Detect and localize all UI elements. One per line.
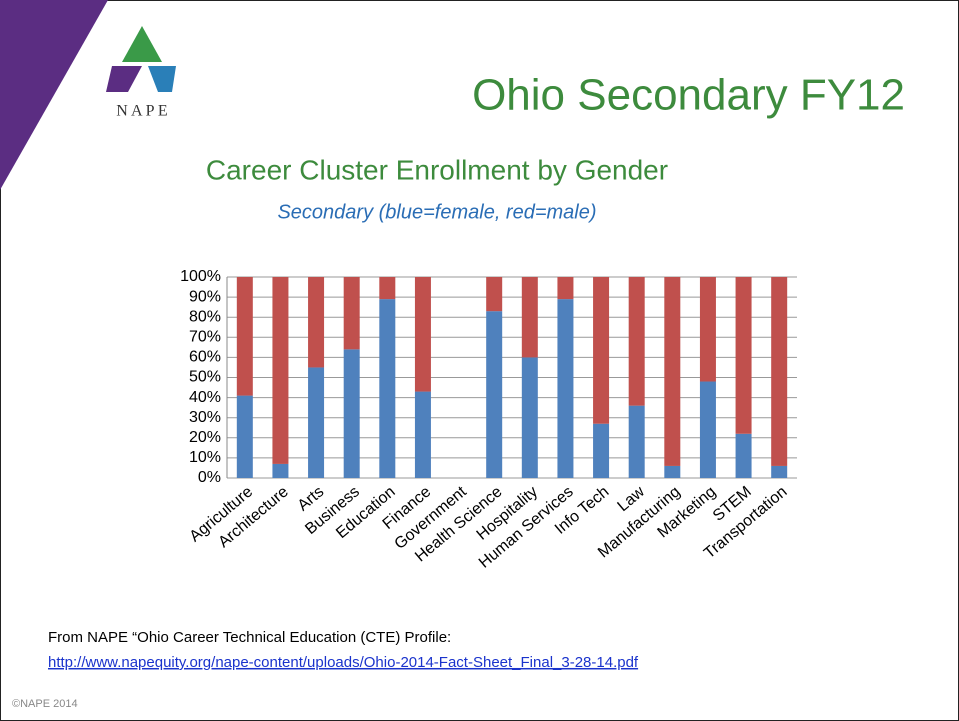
bar-segment xyxy=(521,357,538,478)
bar-segment xyxy=(272,277,289,464)
y-tick-label: 20% xyxy=(189,429,221,446)
y-tick-label: 90% xyxy=(189,288,221,305)
y-tick-label: 40% xyxy=(189,389,221,406)
bar-segment xyxy=(557,277,574,300)
bar-segment xyxy=(664,465,681,478)
slide-title: Ohio Secondary FY12 xyxy=(472,71,905,120)
y-tick-label: 0% xyxy=(198,469,221,486)
bar-segment xyxy=(521,277,538,358)
bar-segment xyxy=(486,311,503,478)
bar-segment xyxy=(771,277,788,466)
bar-segment xyxy=(699,277,716,382)
bar-segment xyxy=(735,433,752,478)
copyright: ©NAPE 2014 xyxy=(12,698,78,710)
bar-segment xyxy=(593,277,610,424)
bar-segment xyxy=(593,423,610,478)
bar-segment xyxy=(557,299,574,478)
bar-segment xyxy=(664,277,681,466)
logo-shape xyxy=(122,26,162,62)
y-tick-label: 10% xyxy=(189,449,221,466)
bar-segment xyxy=(308,277,325,368)
chart-subtitle: Secondary (blue=female, red=male) xyxy=(277,201,596,223)
bar-segment xyxy=(414,391,431,478)
bar-segment xyxy=(379,299,396,478)
y-tick-label: 50% xyxy=(189,369,221,386)
corner-triangle xyxy=(0,0,108,190)
bar-segment xyxy=(771,465,788,478)
y-tick-label: 100% xyxy=(180,268,221,285)
bar-segment xyxy=(628,277,645,406)
source-link[interactable]: http://www.napequity.org/nape-content/up… xyxy=(48,654,639,671)
bar-segment xyxy=(343,277,360,350)
y-tick-label: 70% xyxy=(189,329,221,346)
y-tick-label: 60% xyxy=(189,349,221,366)
bar-segment xyxy=(628,405,645,478)
bar-segment xyxy=(272,463,289,478)
bar-segment xyxy=(236,277,253,396)
y-tick-label: 30% xyxy=(189,409,221,426)
bar-segment xyxy=(308,367,325,478)
bar-segment xyxy=(236,395,253,478)
logo-text: N A P E xyxy=(116,103,167,120)
y-tick-label: 80% xyxy=(189,308,221,325)
logo-shape xyxy=(106,66,142,92)
bar-segment xyxy=(343,349,360,478)
chart-title: Career Cluster Enrollment by Gender xyxy=(206,154,668,185)
logo-shape xyxy=(148,66,176,92)
source-text: From NAPE “Ohio Career Technical Educati… xyxy=(48,629,451,646)
bar-segment xyxy=(414,277,431,392)
bar-segment xyxy=(735,277,752,434)
bar-segment xyxy=(699,381,716,478)
bar-segment xyxy=(379,277,396,300)
bar-segment xyxy=(486,277,503,312)
